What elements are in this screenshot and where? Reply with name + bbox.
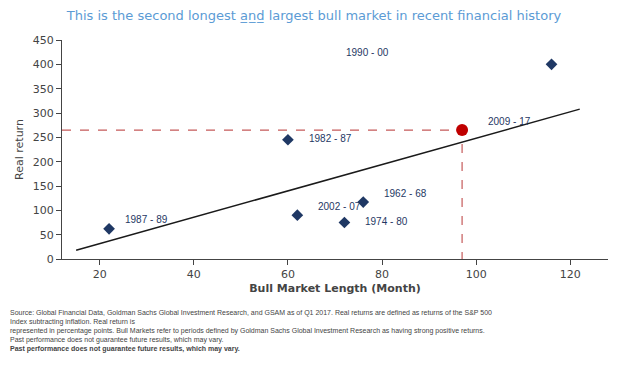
svg-text:1987 - 89: 1987 - 89 xyxy=(125,214,168,225)
svg-text:100: 100 xyxy=(466,268,487,281)
svg-text:150: 150 xyxy=(33,180,54,193)
svg-text:100: 100 xyxy=(33,204,54,217)
svg-text:400: 400 xyxy=(33,58,54,71)
svg-text:Real return: Real return xyxy=(13,119,26,180)
svg-text:250: 250 xyxy=(33,131,54,144)
svg-text:1974 - 80: 1974 - 80 xyxy=(365,216,408,227)
svg-text:20: 20 xyxy=(93,268,107,281)
svg-text:1990 - 00: 1990 - 00 xyxy=(346,47,389,58)
svg-text:1962 - 68: 1962 - 68 xyxy=(384,188,427,199)
svg-text:50: 50 xyxy=(40,229,54,242)
svg-text:1982 - 87: 1982 - 87 xyxy=(309,133,352,144)
svg-text:40: 40 xyxy=(187,268,201,281)
svg-text:2009 - 17: 2009 - 17 xyxy=(488,116,531,127)
svg-text:350: 350 xyxy=(33,83,54,96)
svg-text:450: 450 xyxy=(33,34,54,47)
svg-text:200: 200 xyxy=(33,156,54,169)
svg-text:2002 - 07: 2002 - 07 xyxy=(318,201,361,212)
svg-text:This is the second longest a̲n: This is the second longest a̲n̲d̲ larges… xyxy=(66,8,562,23)
svg-text:80: 80 xyxy=(375,268,389,281)
svg-text:Source: Global Financial Data,: Source: Global Financial Data, Goldman S… xyxy=(10,309,492,353)
svg-text:60: 60 xyxy=(281,268,295,281)
svg-text:Bull Market Length (Month): Bull Market Length (Month) xyxy=(249,282,421,295)
svg-text:0: 0 xyxy=(47,253,54,266)
svg-text:300: 300 xyxy=(33,107,54,120)
svg-text:120: 120 xyxy=(560,268,581,281)
